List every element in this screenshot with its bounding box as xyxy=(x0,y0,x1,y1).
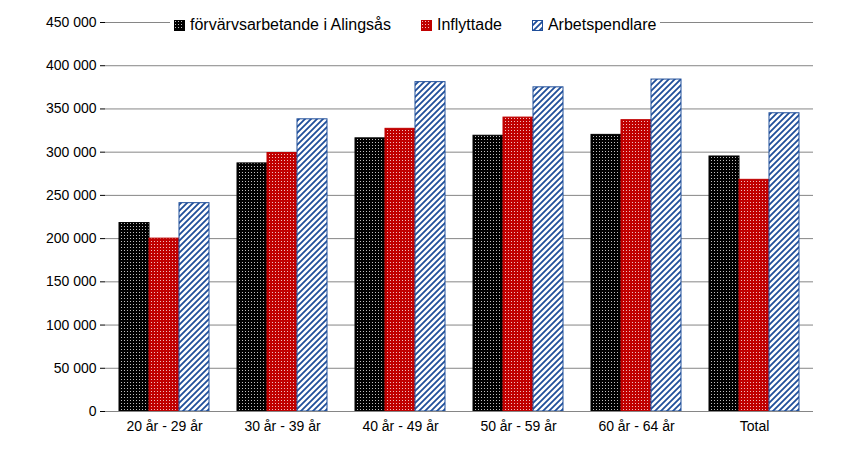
html-text:Inflyttade: Inflyttade xyxy=(437,16,502,33)
svg-text:60 år - 64 år: 60 år - 64 år xyxy=(598,418,675,434)
svg-text:30 år - 39 år: 30 år - 39 år xyxy=(244,418,321,434)
html-text:Arbetspendlare: Arbetspendlare xyxy=(547,16,657,33)
svg-text:250 000: 250 000 xyxy=(46,187,97,203)
svg-text:100 000: 100 000 xyxy=(46,317,97,333)
svg-text:Total: Total xyxy=(740,418,770,434)
svg-text:400 000: 400 000 xyxy=(46,57,97,73)
svg-text:150 000: 150 000 xyxy=(46,273,97,289)
html-text:förvärvsarbetande i Alingsås: förvärvsarbetande i Alingsås xyxy=(190,16,391,33)
svg-text:450 000: 450 000 xyxy=(46,14,97,30)
svg-text:50 000: 50 000 xyxy=(54,360,97,376)
svg-text:200 000: 200 000 xyxy=(46,230,97,246)
svg-text:300 000: 300 000 xyxy=(46,144,97,160)
svg-text:350 000: 350 000 xyxy=(46,100,97,116)
svg-text:20 år - 29 år: 20 år - 29 år xyxy=(126,418,203,434)
svg-text:40 år - 49 år: 40 år - 49 år xyxy=(362,418,439,434)
svg-text:50 år - 59 år: 50 år - 59 år xyxy=(480,418,557,434)
svg-text:0: 0 xyxy=(89,403,97,419)
